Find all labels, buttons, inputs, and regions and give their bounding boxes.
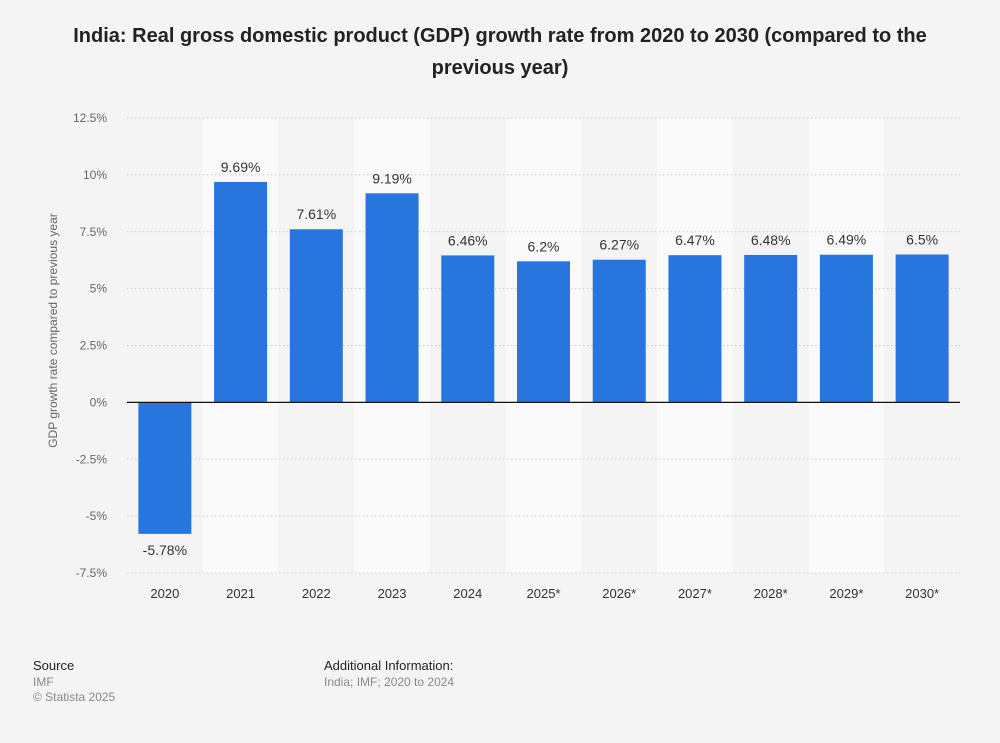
- bar: [895, 254, 949, 403]
- additional-info-heading: Additional Information:: [324, 658, 454, 673]
- x-tick-label: 2027*: [678, 586, 712, 601]
- x-tick-label: 2028*: [754, 586, 788, 601]
- y-axis-label: GDP growth rate compared to previous yea…: [46, 213, 60, 448]
- bar: [744, 254, 798, 403]
- bar: [819, 254, 873, 403]
- data-label: -5.78%: [143, 542, 187, 558]
- bar: [214, 181, 268, 403]
- data-label: 6.46%: [448, 232, 488, 248]
- y-tick-label: 2.5%: [80, 339, 108, 353]
- x-tick-label: 2023: [378, 586, 407, 601]
- data-label: 7.61%: [296, 206, 336, 222]
- bar: [668, 255, 722, 403]
- x-tick-label: 2020: [150, 586, 179, 601]
- data-label: 6.48%: [751, 232, 791, 248]
- data-label: 6.47%: [675, 232, 715, 248]
- y-tick-label: 10%: [83, 168, 107, 182]
- data-label: 9.69%: [221, 159, 261, 175]
- y-tick-label: -5%: [86, 509, 108, 523]
- x-tick-label: 2025*: [527, 586, 561, 601]
- y-tick-label: 7.5%: [80, 225, 108, 239]
- additional-info-text: India; IMF; 2020 to 2024: [324, 675, 455, 689]
- y-tick-label: 0%: [90, 395, 108, 409]
- x-tick-label: 2030*: [905, 586, 939, 601]
- copyright: © Statista 2025: [33, 690, 116, 704]
- data-label: 6.49%: [827, 232, 867, 248]
- x-tick-label: 2029*: [829, 586, 863, 601]
- data-label: 6.27%: [599, 237, 639, 253]
- y-tick-label: 12.5%: [73, 111, 107, 125]
- data-label: 9.19%: [372, 170, 412, 186]
- y-tick-label: 5%: [90, 282, 108, 296]
- bar: [517, 261, 570, 403]
- x-tick-label: 2024: [453, 586, 482, 601]
- bar: [138, 402, 192, 534]
- source-text: IMF: [33, 675, 54, 689]
- chart-title: India: Real gross domestic product (GDP)…: [73, 25, 927, 79]
- bar: [289, 229, 343, 403]
- x-tick-label: 2021: [226, 586, 255, 601]
- bar: [365, 193, 419, 403]
- data-label: 6.5%: [906, 232, 938, 248]
- data-label: 6.2%: [528, 238, 560, 254]
- x-tick-label: 2026*: [602, 586, 636, 601]
- x-tick-label: 2022: [302, 586, 331, 601]
- y-tick-label: -2.5%: [76, 452, 108, 466]
- bar: [441, 255, 495, 403]
- bar: [592, 259, 646, 403]
- y-tick-label: -7.5%: [76, 566, 108, 580]
- source-heading: Source: [33, 658, 75, 673]
